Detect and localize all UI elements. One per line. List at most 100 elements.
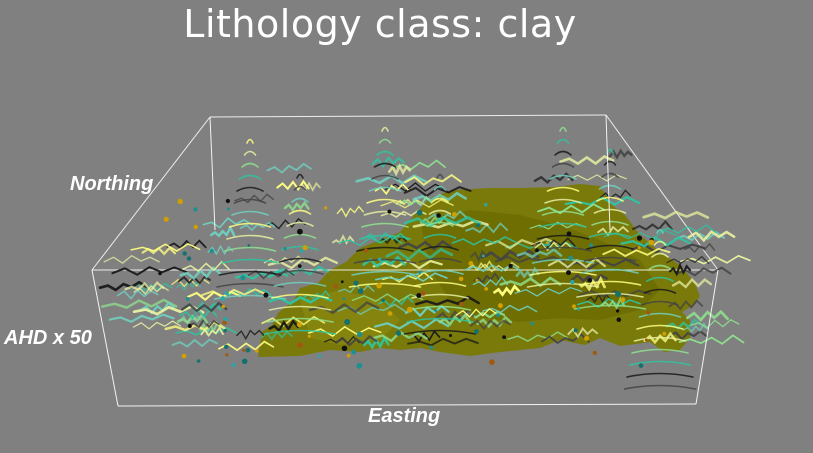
borehole-trace xyxy=(641,300,679,306)
borehole-trace xyxy=(551,162,575,168)
box-edge xyxy=(605,114,719,271)
sample-point xyxy=(587,278,593,283)
sample-point xyxy=(530,321,535,326)
borehole-trace xyxy=(534,241,573,252)
sample-point xyxy=(193,224,198,230)
borehole-trace xyxy=(238,174,262,180)
borehole-trace xyxy=(139,300,176,315)
sample-point xyxy=(307,334,311,338)
borehole-trace xyxy=(388,163,412,177)
sample-point xyxy=(571,304,577,309)
borehole-trace xyxy=(687,229,736,243)
sample-point xyxy=(333,283,339,289)
borehole-trace xyxy=(469,319,511,331)
sample-point xyxy=(592,350,597,355)
borehole-trace xyxy=(537,203,606,215)
sample-point xyxy=(342,297,346,300)
borehole-trace xyxy=(540,332,590,345)
borehole-trace xyxy=(263,329,337,335)
sample-point xyxy=(299,248,304,253)
borehole-trace xyxy=(597,225,629,237)
sample-point xyxy=(436,213,441,218)
borehole-trace xyxy=(408,305,472,311)
borehole-trace xyxy=(362,231,409,244)
borehole-trace xyxy=(671,277,713,289)
borehole-trace xyxy=(473,272,501,284)
borehole-trace xyxy=(423,233,457,239)
borehole-trace xyxy=(241,162,259,168)
borehole-trace xyxy=(308,301,380,315)
borehole-trace xyxy=(201,288,267,298)
borehole-trace xyxy=(477,261,520,273)
borehole-trace xyxy=(124,281,165,293)
borehole-trace xyxy=(601,172,619,178)
borehole-trace xyxy=(556,138,570,144)
sample-point xyxy=(584,335,590,341)
borehole-trace xyxy=(559,126,567,132)
borehole-trace xyxy=(620,236,691,248)
sample-point xyxy=(224,291,229,296)
sample-point xyxy=(297,342,303,349)
borehole-trace xyxy=(268,318,300,333)
borehole-trace xyxy=(636,324,684,330)
borehole-trace xyxy=(544,198,582,204)
sample-point xyxy=(346,353,351,358)
borehole-trace xyxy=(385,247,454,261)
borehole-trace xyxy=(381,126,389,132)
sample-point xyxy=(508,263,513,269)
borehole-trace xyxy=(546,186,580,192)
sample-point xyxy=(377,257,382,262)
sample-point xyxy=(247,244,251,247)
sample-point xyxy=(648,239,655,246)
box-edge xyxy=(209,114,607,118)
borehole-trace xyxy=(507,331,569,342)
borehole-trace xyxy=(626,372,694,378)
borehole-trace xyxy=(221,258,279,264)
borehole-trace xyxy=(286,221,314,227)
sample-point xyxy=(221,304,226,309)
easting-axis-label: Easting xyxy=(368,405,441,427)
sample-point xyxy=(484,203,488,207)
sample-point xyxy=(474,329,479,334)
sample-point xyxy=(296,322,302,328)
borehole-trace xyxy=(171,338,218,348)
sample-point xyxy=(533,243,537,247)
sample-point xyxy=(620,297,626,303)
sample-point xyxy=(395,330,402,336)
sample-point xyxy=(298,264,302,268)
borehole-trace xyxy=(415,295,480,306)
borehole-trace xyxy=(653,240,667,246)
sample-point xyxy=(646,310,651,315)
borehole-trace xyxy=(356,246,414,252)
borehole-trace xyxy=(421,245,459,251)
sample-point xyxy=(459,301,464,307)
borehole-trace xyxy=(631,219,673,231)
sample-point xyxy=(225,198,230,204)
borehole-trace xyxy=(331,234,355,246)
sample-points xyxy=(158,198,667,369)
borehole-trace xyxy=(231,210,269,216)
borehole-trace xyxy=(529,221,586,230)
borehole-trace xyxy=(549,174,577,180)
borehole-trace xyxy=(651,252,669,258)
sample-point xyxy=(637,246,641,250)
borehole-trace xyxy=(668,262,692,277)
borehole-trace xyxy=(182,260,231,272)
borehole-trace xyxy=(684,242,716,254)
sample-point xyxy=(209,248,214,254)
sample-point xyxy=(502,335,506,339)
borehole-trace xyxy=(336,205,364,218)
borehole-trace xyxy=(656,228,664,234)
sample-point xyxy=(158,271,162,276)
sample-point xyxy=(181,353,187,359)
borehole-trace xyxy=(431,197,449,203)
sample-point xyxy=(351,349,357,355)
sample-point xyxy=(566,231,572,237)
borehole-trace xyxy=(412,191,467,203)
borehole-trace xyxy=(288,209,312,215)
borehole-trace xyxy=(666,255,710,264)
borehole-trace xyxy=(179,265,221,281)
borehole-trace xyxy=(228,222,272,228)
sample-point xyxy=(340,280,344,284)
sample-point xyxy=(476,223,481,228)
